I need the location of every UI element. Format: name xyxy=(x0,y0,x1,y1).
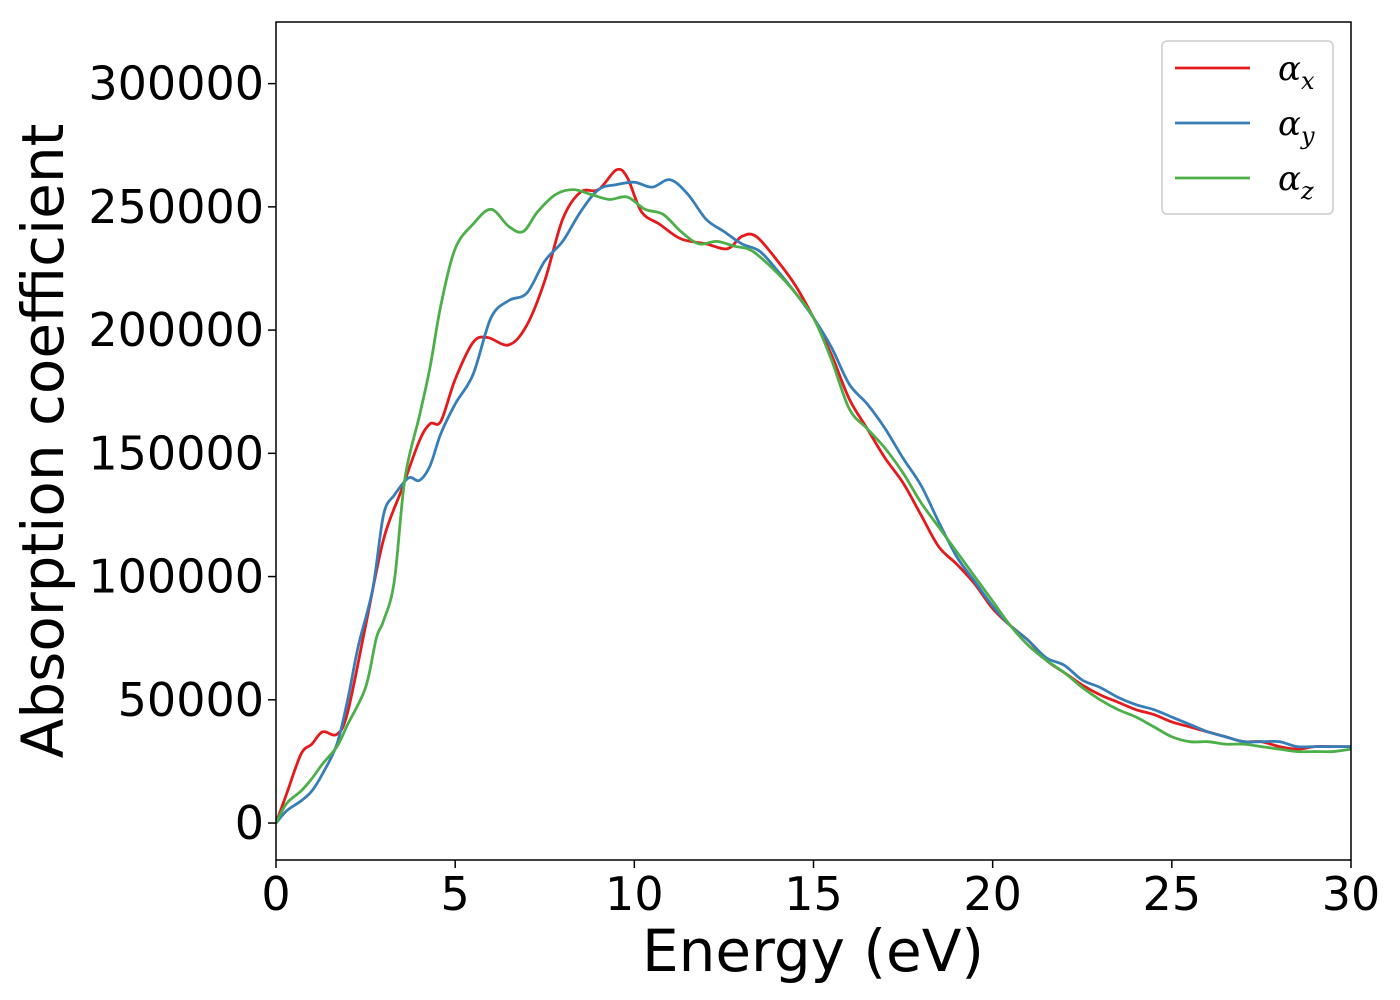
y-tick-label: 200000 xyxy=(88,303,264,357)
x-tick-label: 0 xyxy=(261,867,290,921)
x-tick-label: 30 xyxy=(1322,867,1381,921)
legend-box xyxy=(1161,40,1334,215)
x-axis-ticks: 0 5 10 15 20 25 30 xyxy=(261,860,1380,921)
x-tick-label: 20 xyxy=(963,867,1022,921)
y-tick-label: 100000 xyxy=(88,550,264,604)
series-line-z xyxy=(276,188,1351,825)
series-line-x xyxy=(276,167,1351,825)
x-tick-label: 15 xyxy=(784,867,843,921)
series-lines xyxy=(276,167,1351,825)
x-tick-label: 5 xyxy=(441,867,470,921)
x-axis-label: Energy (eV) xyxy=(642,917,984,985)
y-axis-label: Absorption coefficient xyxy=(9,124,77,759)
y-tick-label: 300000 xyxy=(88,57,264,111)
x-tick-label: 25 xyxy=(1143,867,1202,921)
legend-label-z: αz xyxy=(1278,159,1314,205)
y-tick-label: 250000 xyxy=(88,180,264,234)
y-tick-label: 50000 xyxy=(118,673,264,727)
y-tick-label: 0 xyxy=(235,796,264,850)
y-tick-label: 150000 xyxy=(88,426,264,480)
y-axis-ticks: 0 50000 100000 150000 200000 250000 300000 xyxy=(88,57,276,850)
x-tick-label: 10 xyxy=(605,867,664,921)
